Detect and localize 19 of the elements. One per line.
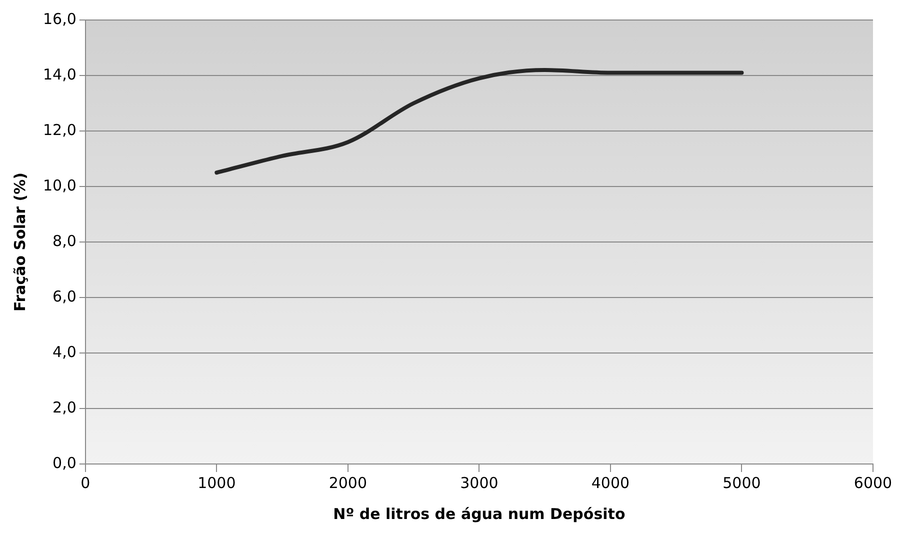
y-tick-label: 10,0 xyxy=(42,176,76,194)
x-tick-label: 4000 xyxy=(591,474,630,492)
y-tick-label: 0,0 xyxy=(52,454,76,472)
y-tick-label: 12,0 xyxy=(42,120,76,139)
y-tick-label: 2,0 xyxy=(52,398,76,416)
line-series xyxy=(214,68,744,175)
x-tick-label: 6000 xyxy=(854,474,892,492)
x-tick-label: 5000 xyxy=(722,474,761,492)
y-tick-label: 8,0 xyxy=(52,232,76,250)
y-tick-label: 4,0 xyxy=(52,342,76,361)
y-axis-title: Fração Solar (%) xyxy=(10,172,29,312)
x-tick-label: 0 xyxy=(80,474,90,492)
y-tick-label: 6,0 xyxy=(52,287,76,306)
x-tick-label: 2000 xyxy=(328,474,368,492)
x-tick-label: 1000 xyxy=(198,474,236,492)
x-axis-title: Nº de litros de água num Depósito xyxy=(333,504,626,523)
y-tick-label: 16,0 xyxy=(42,10,76,28)
x-tick-label: 3000 xyxy=(460,474,498,492)
y-tick-label: 14,0 xyxy=(42,65,76,84)
